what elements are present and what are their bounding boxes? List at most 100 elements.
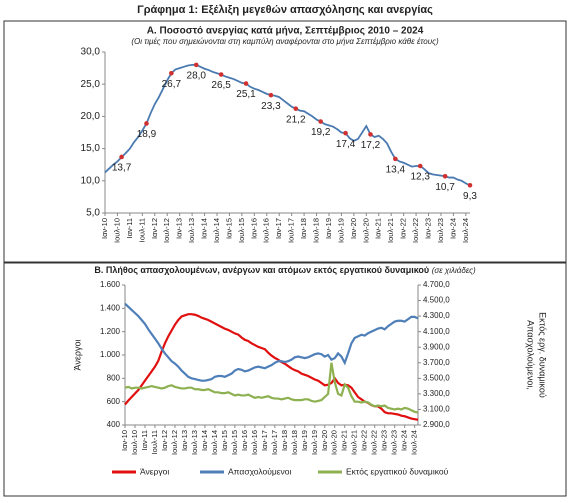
x-tick-label: Ιαν-13 <box>180 430 189 451</box>
y2-tick-label: 3.900,0 <box>423 342 450 351</box>
x-tick-label: Ιαν-20 <box>349 218 358 239</box>
x-tick-label: Ιαν-23 <box>380 430 389 451</box>
x-tick-label: Ιαν-22 <box>360 430 369 451</box>
data-label: 9,3 <box>463 191 477 202</box>
x-tick-label: Ιαν-10 <box>100 218 109 239</box>
data-label: 19,2 <box>311 127 331 138</box>
x-tick-label: Ιαν-21 <box>374 218 383 239</box>
x-tick-label: Ιαν-23 <box>424 218 433 239</box>
data-point <box>243 81 249 86</box>
data-label: 26,5 <box>211 80 231 91</box>
data-point <box>169 70 174 76</box>
x-tick-label: Ιουλ-17 <box>270 430 279 455</box>
x-tick-label: Ιουλ-20 <box>361 218 370 243</box>
x-tick-label: Ιουλ-24 <box>461 218 470 243</box>
data-label: 13,4 <box>386 165 406 176</box>
page-title: Γράφημα 1: Εξέλιξη μεγεθών απασχόλησης κ… <box>137 4 433 16</box>
y2-tick-label: 4.700,0 <box>423 280 450 289</box>
x-tick-label: Ιουλ-15 <box>230 430 239 455</box>
y2-tick-label: 4.300,0 <box>423 311 450 320</box>
x-tick-label: Ιαν-11 <box>125 218 134 238</box>
data-label: 17,2 <box>361 140 381 151</box>
x-tick-label: Ιαν-10 <box>120 430 129 451</box>
x-tick-label: Ιαν-18 <box>280 430 289 451</box>
x-tick-label: Ιουλ-15 <box>237 218 246 243</box>
x-tick-label: Ιουλ-10 <box>130 430 139 455</box>
x-tick-label: Ιαν-15 <box>220 430 229 451</box>
data-point <box>368 132 373 137</box>
y-tick-label: 10,0 <box>81 175 101 186</box>
x-tick-label: Ιαν-16 <box>240 430 249 451</box>
x-tick-label: Ιουλ-16 <box>262 218 271 243</box>
data-point <box>318 119 323 124</box>
x-tick-label: Ιουλ-22 <box>370 430 379 455</box>
x-tick-label: Ιαν-19 <box>300 430 309 451</box>
x-tick-label: Ιουλ-24 <box>410 430 419 455</box>
x-tick-label: Ιαν-16 <box>249 218 258 239</box>
x-tick-label: Ιουλ-13 <box>190 430 199 455</box>
x-tick-label: Ιουλ-20 <box>330 430 339 455</box>
data-point <box>417 163 423 169</box>
x-tick-label: Ιουλ-19 <box>310 430 319 455</box>
chart-title: Β. Πλήθος απασχολουμένων, ανέργων και ατ… <box>94 265 476 275</box>
x-tick-label: Ιουλ-14 <box>212 218 221 243</box>
x-tick-label: Ιουλ-12 <box>162 218 171 243</box>
x-tick-label: Ιαν-19 <box>324 218 333 239</box>
data-label: 10,7 <box>435 182 455 193</box>
data-label: 25,1 <box>236 89 256 100</box>
x-tick-label: Ιαν-24 <box>400 430 409 451</box>
x-tick-label: Ιουλ-12 <box>170 430 179 455</box>
x-tick-label: Ιουλ-11 <box>137 218 146 242</box>
x-tick-label: Ιαν-21 <box>340 430 349 451</box>
series-line <box>104 63 471 187</box>
x-tick-label: Ιαν-12 <box>150 218 159 239</box>
data-point <box>268 92 274 98</box>
y-tick-label: 1.600 <box>100 280 121 289</box>
series-line <box>124 302 419 382</box>
x-tick-label: Ιαν-20 <box>320 430 329 451</box>
data-point <box>193 62 199 68</box>
chart-subtitle: (Οι τιμές που σημειώνονται στη καμπύλη α… <box>131 37 439 46</box>
chart-title: Α. Ποσοστό ανεργίας κατά μήνα, Σεπτέμβρι… <box>147 26 424 37</box>
y2-axis-label: Απασχολούμενοι, <box>526 320 536 390</box>
x-tick-label: Ιαν-22 <box>399 218 408 239</box>
x-tick-label: Ιαν-13 <box>175 218 184 239</box>
y2-tick-label: 3.500,0 <box>423 373 450 382</box>
y-tick-label: 800 <box>107 373 121 382</box>
x-tick-label: Ιαν-14 <box>200 218 209 239</box>
x-tick-label: Ιαν-17 <box>260 430 269 451</box>
panel-b <box>3 262 567 497</box>
data-point <box>467 183 473 188</box>
x-tick-label: Ιαν-11 <box>140 430 149 450</box>
x-tick-label: Ιουλ-13 <box>187 218 196 243</box>
chart-subtitle: (σε χιλιάδες) <box>432 266 476 275</box>
x-tick-label: Ιουλ-21 <box>386 218 395 243</box>
data-point <box>393 156 398 162</box>
y-tick-label: 5,0 <box>86 208 100 219</box>
x-tick-label: Ιουλ-10 <box>112 218 121 243</box>
x-tick-label: Ιαν-24 <box>448 218 457 239</box>
x-tick-label: Ιουλ-19 <box>336 218 345 243</box>
data-point <box>343 130 348 136</box>
x-tick-label: Ιουλ-23 <box>390 430 399 455</box>
x-tick-label: Ιαν-18 <box>299 218 308 239</box>
x-tick-label: Ιαν-12 <box>160 430 169 451</box>
series-line <box>124 362 419 414</box>
y-tick-label: 1.000 <box>100 350 121 359</box>
data-point <box>442 173 448 179</box>
y-tick-label: 600 <box>107 397 121 406</box>
x-tick-label: Ιουλ-11 <box>150 430 159 454</box>
x-tick-label: Ιουλ-16 <box>250 430 259 455</box>
y-tick-label: 25,0 <box>81 79 101 90</box>
data-label: 23,3 <box>261 101 281 112</box>
legend-label: Απασχολούμενοι <box>228 466 292 476</box>
y2-tick-label: 3.100,0 <box>423 405 450 414</box>
x-tick-label: Ιουλ-17 <box>287 218 296 243</box>
y-tick-label: 400 <box>107 420 121 429</box>
y-tick-label: 1.400 <box>100 303 121 312</box>
x-tick-label: Ιουλ-18 <box>312 218 321 243</box>
y-tick-label: 1.200 <box>100 327 121 336</box>
legend-label: Εκτός εργατικού δυναμικού <box>346 466 449 476</box>
y-tick-label: 15,0 <box>81 143 101 154</box>
y-tick-label: 30,0 <box>81 47 101 58</box>
